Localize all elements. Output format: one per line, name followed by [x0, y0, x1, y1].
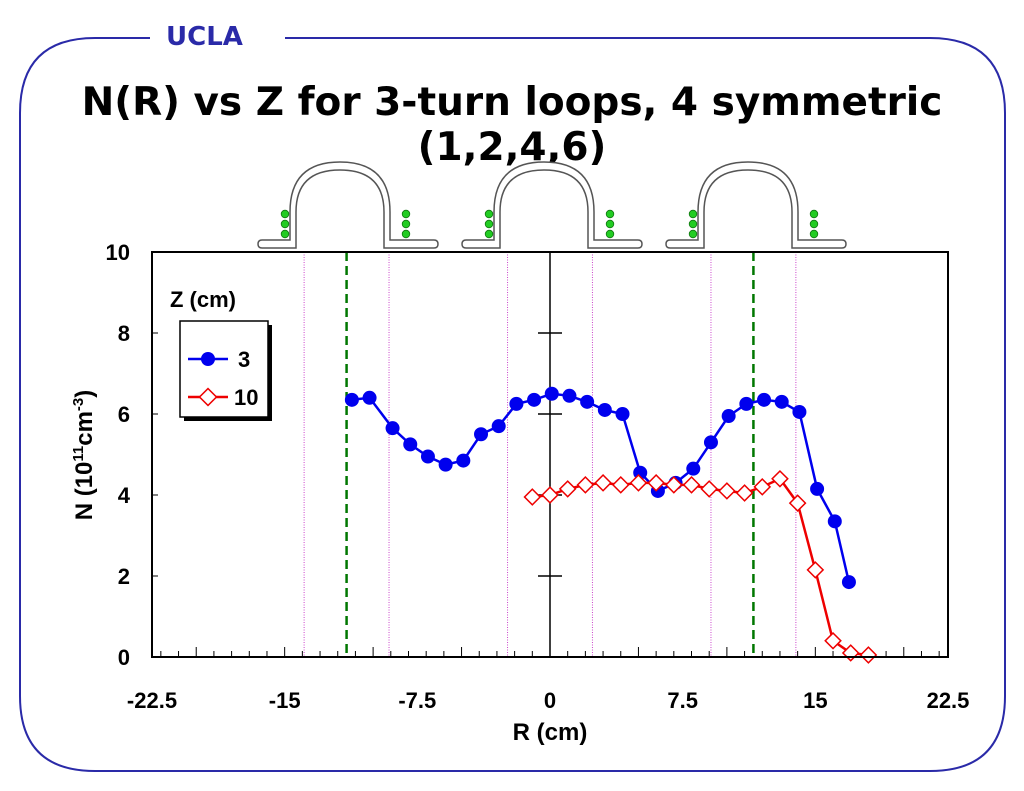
series	[344, 386, 878, 664]
data-point-3	[527, 392, 542, 407]
x-tick-label: 0	[544, 688, 556, 713]
x-tick-label: 15	[803, 688, 827, 713]
data-point-3	[739, 396, 754, 411]
page-title: N(R) vs Z for 3-turn loops, 4 symmetric …	[81, 80, 943, 170]
data-point-3	[580, 394, 595, 409]
data-point-3	[686, 461, 701, 476]
x-tick-label: 22.5	[927, 688, 970, 713]
data-point-3	[792, 404, 807, 419]
legend-box	[179, 320, 269, 418]
y-tick-label: 2	[118, 564, 130, 589]
data-point-10	[647, 474, 665, 492]
data-point-3	[810, 481, 825, 496]
y-tick-label: 6	[118, 402, 130, 427]
data-point-10	[576, 476, 595, 494]
x-tick-label: -22.5	[127, 688, 177, 713]
legend: Z (cm) 3 10	[170, 287, 272, 421]
data-point-3	[491, 419, 506, 434]
data-point-3	[757, 392, 772, 407]
data-point-3	[420, 449, 435, 464]
data-point-10	[611, 476, 630, 494]
data-point-10	[700, 480, 719, 498]
vertical-guides	[303, 252, 797, 657]
org-label: UCLA	[160, 22, 249, 52]
x-tick-label: 7.5	[667, 688, 698, 713]
loop-antenna-icon	[257, 161, 439, 249]
y-tick-label: 0	[118, 645, 130, 670]
data-point-3	[362, 390, 377, 405]
loop-antenna-icon	[461, 161, 643, 249]
data-point-10	[788, 494, 807, 512]
data-point-10	[735, 484, 754, 502]
data-point-3	[703, 435, 718, 450]
data-point-10	[629, 474, 648, 492]
data-point-3	[438, 457, 453, 472]
data-point-3	[385, 421, 400, 436]
data-point-10	[771, 469, 789, 488]
legend-label-3: 3	[238, 347, 250, 372]
data-point-10	[682, 476, 701, 494]
data-point-3	[474, 427, 489, 442]
data-point-3	[615, 407, 630, 421]
data-point-10	[824, 631, 842, 650]
legend-title: Z (cm)	[170, 287, 236, 312]
legend-marker-3	[201, 352, 215, 366]
y-tick-label: 4	[118, 483, 131, 508]
data-point-3	[721, 409, 736, 424]
data-point-10	[841, 644, 860, 662]
data-point-10	[594, 474, 612, 492]
data-point-3	[827, 514, 842, 529]
data-point-10	[718, 482, 736, 500]
data-point-10	[753, 478, 772, 496]
data-point-3	[597, 402, 612, 417]
legend-marker-10	[198, 387, 218, 407]
data-point-10	[859, 646, 878, 664]
x-axis-label: R (cm)	[513, 719, 588, 746]
data-point-3	[344, 392, 359, 407]
y-tick-label: 10	[106, 240, 130, 265]
data-point-10	[558, 480, 577, 498]
plot-area	[151, 251, 949, 658]
data-point-10	[664, 476, 683, 494]
data-point-10	[523, 488, 542, 506]
legend-label-10: 10	[234, 385, 258, 410]
data-point-10	[806, 561, 825, 579]
data-point-3	[562, 388, 577, 403]
x-tick-label: -15	[269, 688, 301, 713]
loop-icons	[257, 161, 847, 249]
data-point-3	[403, 437, 418, 452]
y-tick-label: 8	[118, 321, 130, 346]
data-point-3	[456, 453, 471, 468]
x-tick-label: -7.5	[398, 688, 436, 713]
loop-antenna-icon	[665, 161, 847, 249]
data-point-10	[541, 486, 559, 504]
data-point-3	[774, 394, 789, 409]
y-axis-label: N (1011cm-3)	[70, 390, 98, 521]
data-point-3	[509, 396, 524, 411]
data-point-3	[544, 386, 559, 401]
data-point-3	[841, 575, 856, 590]
